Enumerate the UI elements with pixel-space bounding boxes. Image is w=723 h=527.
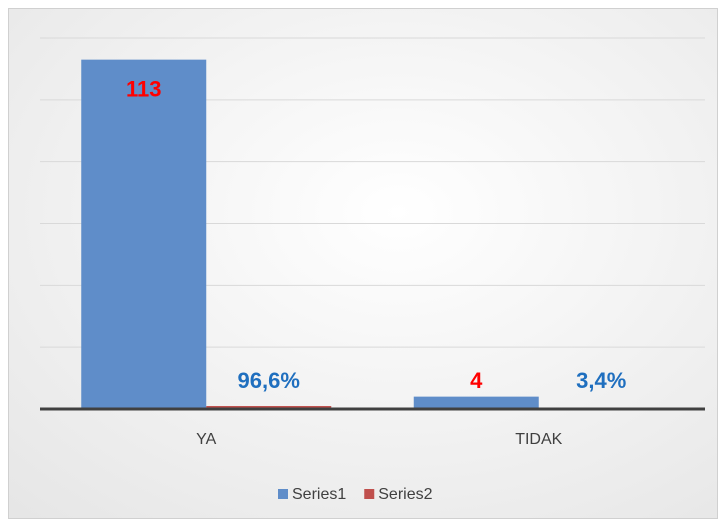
legend-label: Series1 xyxy=(292,486,346,503)
x-tick-label: TIDAK xyxy=(515,431,562,448)
bar xyxy=(81,59,207,410)
legend-swatch xyxy=(364,489,375,499)
legend-swatch xyxy=(278,489,288,499)
x-tick-label: YA xyxy=(196,431,216,448)
data-label: 3,4% xyxy=(576,368,626,393)
data-label: 113 xyxy=(126,76,162,101)
bar xyxy=(413,396,539,409)
legend-label: Series2 xyxy=(378,486,432,503)
data-label: 4 xyxy=(470,368,483,393)
data-label: 96,6% xyxy=(238,368,300,393)
